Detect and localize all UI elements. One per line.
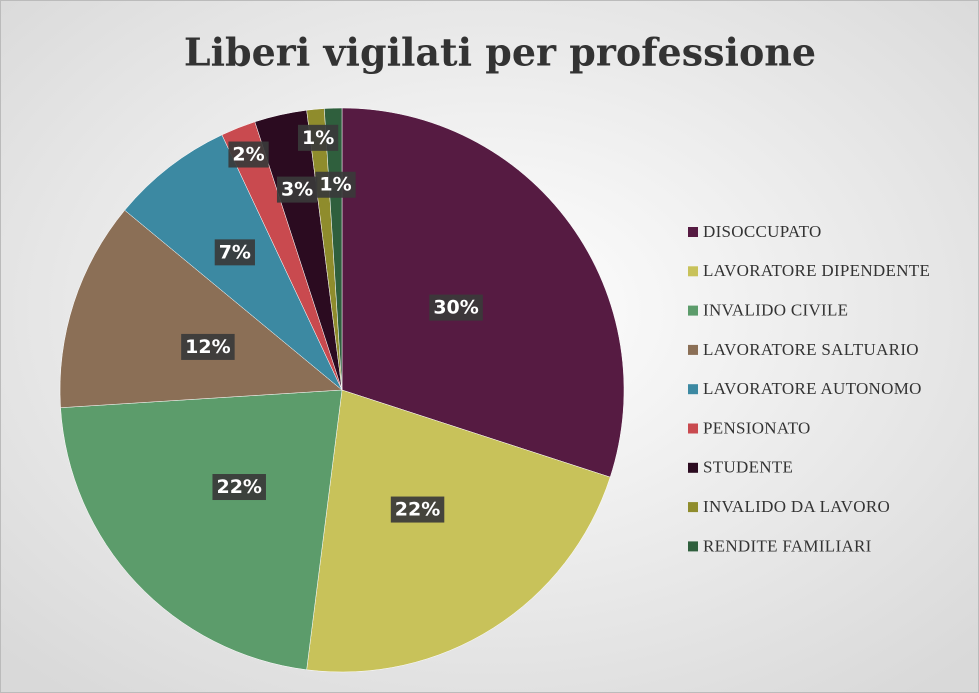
data-label: 30%: [433, 297, 478, 319]
legend-swatch: [688, 423, 698, 434]
data-label: 22%: [216, 476, 261, 498]
data-label: 1%: [319, 174, 351, 196]
data-label-box: [429, 294, 483, 321]
legend-label: LAVORATORE DIPENDENTE: [703, 261, 930, 280]
data-label: 1%: [302, 127, 334, 149]
data-label-box: [390, 496, 445, 523]
legend-label: LAVORATORE SALTUARIO: [703, 340, 919, 359]
legend-swatch: [688, 344, 698, 355]
legend-swatch: [688, 541, 698, 552]
data-label: 3%: [281, 179, 313, 201]
data-label-box: [297, 124, 339, 151]
data-label: 7%: [219, 241, 251, 263]
legend-label: INVALIDO CIVILE: [703, 301, 848, 320]
legend-label: PENSIONATO: [703, 418, 811, 437]
legend-swatch: [688, 384, 698, 395]
pie-slice: [341, 107, 625, 478]
chart-title: Liberi vigilati per professione: [184, 30, 816, 75]
pie-slice: [59, 209, 343, 408]
data-label-box: [214, 239, 255, 266]
legend: DISOCCUPATO LAVORATORE DIPENDENTE INVALIDO…: [688, 222, 930, 555]
data-label: 12%: [185, 336, 230, 358]
data-label: 22%: [395, 499, 440, 521]
data-label-box: [181, 333, 235, 360]
pie-slice: [306, 389, 611, 673]
pie-slice: [60, 389, 343, 671]
data-label-box: [212, 474, 266, 501]
data-label-box: [276, 176, 318, 203]
data-label-box: [315, 171, 356, 198]
legend-label: INVALIDO DA LAVORO: [703, 497, 890, 516]
legend-swatch: [688, 502, 698, 513]
legend-swatch: [688, 266, 698, 277]
legend-swatch: [688, 462, 698, 473]
legend-label: RENDITE FAMILIARI: [703, 536, 872, 555]
legend-swatch: [688, 227, 698, 237]
legend-label: STUDENTE: [703, 458, 793, 477]
legend-swatch: [688, 305, 698, 316]
legend-label: DISOCCUPATO: [703, 222, 822, 241]
data-label: 2%: [232, 144, 264, 166]
data-labels: 30% 22% 22% 12% 7% 2% 3% 1% 1%: [181, 124, 483, 523]
legend-label: LAVORATORE AUTONOMO: [703, 379, 922, 398]
data-label-box: [228, 141, 269, 168]
